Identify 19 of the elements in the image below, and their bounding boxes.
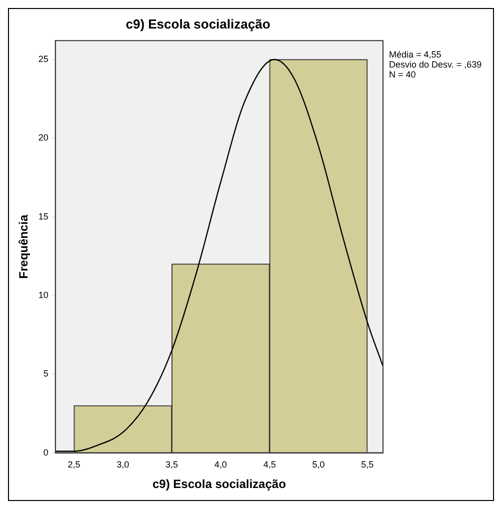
x-tick-label: 3,0: [116, 460, 130, 470]
x-tick-label: 3,5: [166, 460, 178, 470]
y-tick-label: 25: [38, 54, 48, 64]
text: N = 40: [389, 70, 416, 80]
x-tick-label: 5,5: [361, 460, 374, 470]
y-tick-label: 5: [43, 368, 48, 379]
chart-title: c9) Escola socialização: [126, 16, 270, 32]
y-axis-title: Frequência: [16, 214, 31, 279]
y-tick-label: 15: [38, 211, 48, 222]
x-tick-label: 5,0: [312, 460, 325, 470]
y-tick-label: 20: [38, 132, 48, 143]
text: Média = 4,55: [389, 50, 442, 60]
y-tick-label: 10: [38, 290, 48, 300]
text: Desvio do Desv. = ,639: [389, 60, 482, 70]
y-tick-label: 0: [43, 447, 48, 458]
x-tick-label: 2,5: [68, 460, 80, 470]
x-tick-label: 4,0: [214, 460, 227, 470]
x-tick-label: 4,5: [263, 460, 276, 470]
x-axis-title: c9) Escola socialização: [152, 477, 286, 492]
